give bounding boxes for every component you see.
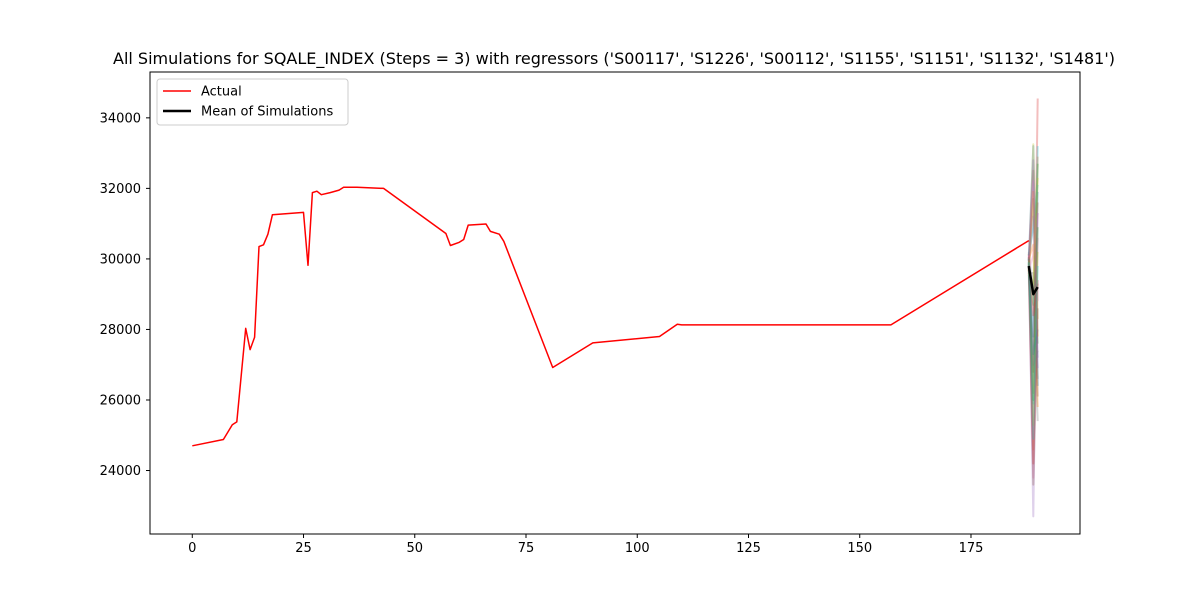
- simulation-line: [1027, 163, 1039, 306]
- legend-frame: [156, 78, 349, 126]
- y-tick-label: 28000: [100, 323, 141, 338]
- series-lines: [192, 186, 1039, 447]
- simulation-line: [1027, 184, 1039, 256]
- simulation-line: [1027, 198, 1039, 344]
- y-tick-label: 24000: [100, 464, 141, 479]
- x-tick-label: 75: [518, 541, 535, 556]
- simulation-line: [1027, 146, 1039, 405]
- simulation-line: [1027, 212, 1039, 270]
- x-tick-label: 150: [847, 541, 872, 556]
- y-tick-label: 30000: [100, 252, 141, 267]
- simulation-line: [1027, 243, 1039, 408]
- simulation-line: [1027, 264, 1039, 486]
- simulation-line: [1027, 227, 1039, 401]
- legend: Actual Mean of Simulations: [156, 78, 349, 126]
- legend-label: Mean of Simulations: [201, 105, 333, 120]
- x-tick-label: 100: [625, 541, 650, 556]
- simulation-line: [1027, 265, 1039, 356]
- simulation-line: [1027, 251, 1039, 426]
- x-tick-label: 125: [736, 541, 761, 556]
- simulation-line: [1027, 257, 1039, 366]
- mean-simulations-line: [1027, 265, 1039, 296]
- simulation-line: [1027, 215, 1039, 358]
- simulation-line: [1027, 253, 1039, 465]
- simulation-line: [1027, 156, 1039, 451]
- simulation-line: [1027, 98, 1039, 394]
- chart-title: All Simulations for SQALE_INDEX (Steps =…: [113, 49, 1115, 69]
- legend-label: Actual: [201, 85, 242, 100]
- x-tick-label: 0: [188, 541, 196, 556]
- plot-frame: [149, 71, 1081, 535]
- simulation-line: [1027, 159, 1039, 369]
- simulation-line: [1027, 213, 1039, 518]
- simulation-line: [1027, 143, 1039, 319]
- simulation-line: [1027, 262, 1039, 440]
- simulation-line: [1027, 180, 1039, 302]
- simulation-line: [1027, 237, 1039, 479]
- simulation-lines: [1027, 98, 1039, 518]
- simulation-line: [1027, 267, 1039, 317]
- x-tick-label: 50: [406, 541, 423, 556]
- x-tick-label: 175: [959, 541, 984, 556]
- simulation-line: [1027, 191, 1039, 338]
- x-tick-label: 25: [295, 541, 312, 556]
- y-tick-label: 26000: [100, 393, 141, 408]
- simulation-line: [1027, 202, 1039, 373]
- simulation-line: [1027, 169, 1039, 397]
- x-axis: 0 25 50 75 100 125 150 175: [188, 534, 983, 556]
- y-axis: 24000 26000 28000 30000 32000 34000: [100, 111, 150, 479]
- y-tick-label: 32000: [100, 182, 141, 197]
- simulation-line: [1027, 145, 1039, 386]
- actual-line: [192, 186, 1030, 447]
- y-tick-label: 34000: [100, 111, 141, 126]
